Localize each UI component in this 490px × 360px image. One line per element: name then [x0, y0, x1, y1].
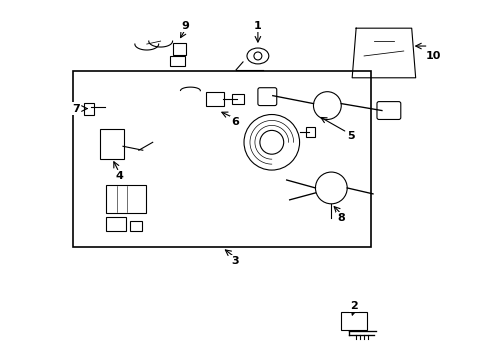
- Circle shape: [260, 130, 284, 154]
- FancyBboxPatch shape: [106, 217, 126, 231]
- FancyBboxPatch shape: [74, 71, 371, 247]
- FancyBboxPatch shape: [206, 92, 224, 105]
- Text: 3: 3: [231, 256, 239, 266]
- FancyBboxPatch shape: [172, 43, 187, 55]
- Circle shape: [316, 172, 347, 204]
- FancyBboxPatch shape: [170, 56, 185, 66]
- FancyBboxPatch shape: [306, 127, 316, 137]
- Text: 10: 10: [426, 51, 441, 61]
- FancyBboxPatch shape: [232, 94, 244, 104]
- Text: 9: 9: [181, 21, 190, 31]
- FancyBboxPatch shape: [84, 103, 94, 114]
- Text: 8: 8: [338, 213, 345, 223]
- FancyBboxPatch shape: [377, 102, 401, 120]
- FancyBboxPatch shape: [258, 88, 277, 105]
- Text: 7: 7: [73, 104, 80, 113]
- Circle shape: [244, 114, 299, 170]
- FancyBboxPatch shape: [106, 185, 146, 213]
- Text: 4: 4: [115, 171, 123, 181]
- FancyBboxPatch shape: [130, 221, 142, 231]
- FancyBboxPatch shape: [100, 129, 124, 159]
- Circle shape: [254, 52, 262, 60]
- Text: 5: 5: [347, 131, 355, 141]
- Circle shape: [314, 92, 341, 120]
- Ellipse shape: [247, 48, 269, 64]
- FancyBboxPatch shape: [341, 312, 367, 330]
- Text: 6: 6: [231, 117, 239, 127]
- Text: 1: 1: [254, 21, 262, 31]
- Text: 2: 2: [350, 301, 358, 311]
